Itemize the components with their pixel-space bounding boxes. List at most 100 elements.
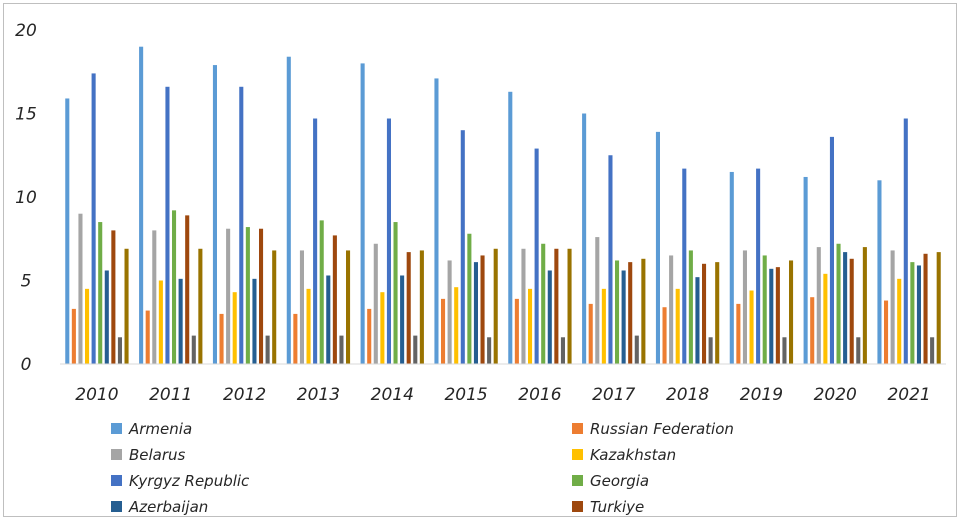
bar-russian-federation-2021 (884, 300, 889, 364)
bar-turkiye-2011 (185, 215, 190, 364)
bar-kazakhstan-2020 (823, 273, 828, 364)
bar-series-9-2019 (782, 337, 787, 364)
bar-kyrgyz-republic-2019 (756, 168, 761, 364)
bar-azerbaijan-2017 (621, 270, 626, 364)
bar-azerbaijan-2015 (473, 262, 478, 364)
bar-azerbaijan-2018 (695, 277, 700, 364)
bar-azerbaijan-2021 (916, 265, 921, 364)
y-tick-label: 15 (15, 105, 37, 125)
bar-kyrgyz-republic-2018 (682, 168, 687, 364)
y-tick-label: 5 (21, 272, 32, 292)
bar-series-9-2014 (413, 335, 418, 364)
bar-russian-federation-2019 (736, 303, 741, 364)
x-tick-label: 2010 (75, 385, 118, 405)
bar-series-9-2015 (487, 337, 492, 364)
bar-belarus-2015 (447, 260, 452, 364)
bar-kazakhstan-2013 (306, 288, 311, 364)
bar-series-9-2020 (856, 337, 861, 364)
bar-russian-federation-2013 (293, 313, 298, 364)
bar-azerbaijan-2016 (547, 270, 552, 364)
bar-armenia-2020 (803, 176, 808, 364)
bar-georgia-2016 (541, 243, 546, 364)
bar-belarus-2011 (152, 230, 157, 364)
bar-series-10-2011 (198, 248, 203, 364)
bar-georgia-2017 (615, 260, 620, 364)
bar-armenia-2010 (65, 98, 70, 364)
bar-turkiye-2018 (702, 263, 707, 364)
bar-turkiye-2020 (849, 258, 854, 364)
bar-kazakhstan-2018 (675, 288, 680, 364)
bar-kyrgyz-republic-2014 (386, 118, 391, 364)
bar-azerbaijan-2012 (252, 278, 257, 364)
legend-label-kazakhstan: Kazakhstan (590, 446, 676, 464)
bar-turkiye-2014 (406, 252, 411, 364)
y-tick-label: 0 (21, 355, 32, 375)
bar-russian-federation-2016 (514, 298, 519, 364)
bar-azerbaijan-2019 (769, 268, 774, 364)
bar-russian-federation-2011 (145, 310, 150, 364)
bar-kyrgyz-republic-2021 (903, 118, 908, 364)
bar-belarus-2018 (669, 255, 674, 364)
legend-label-georgia: Georgia (590, 472, 649, 490)
bar-series-10-2020 (862, 247, 867, 364)
bar-series-10-2018 (715, 262, 720, 364)
legend: Armenia Russian Federation Belarus Kazakhst… (111, 420, 734, 516)
y-tick-label: 20 (15, 21, 37, 41)
bar-russian-federation-2018 (662, 307, 667, 364)
x-tick-label: 2015 (444, 385, 487, 405)
bar-kazakhstan-2016 (528, 288, 533, 364)
bar-armenia-2011 (139, 46, 144, 364)
bar-belarus-2019 (742, 250, 747, 364)
bar-belarus-2010 (78, 213, 83, 364)
bar-kyrgyz-republic-2017 (608, 155, 613, 364)
x-tick-label: 2011 (149, 385, 192, 405)
bar-azerbaijan-2014 (400, 275, 405, 364)
bar-kazakhstan-2010 (85, 288, 90, 364)
x-axis-ticks: 2010 2011 2012 2013 2014 2015 2016 2017 2018 2019… (75, 385, 930, 405)
legend-label-kyrgyz-republic: Kyrgyz Republic (129, 472, 250, 490)
bar-turkiye-2017 (628, 262, 633, 364)
bar-georgia-2020 (836, 243, 841, 364)
bar-series-9-2017 (634, 335, 639, 364)
bar-series-10-2019 (789, 260, 794, 364)
bar-series-9-2012 (265, 335, 270, 364)
bar-series-9-2016 (560, 337, 565, 364)
bar-armenia-2017 (582, 113, 587, 364)
bar-series-9-2021 (930, 337, 935, 364)
legend-label-belarus: Belarus (129, 446, 186, 464)
bar-georgia-2012 (245, 227, 250, 364)
y-axis-ticks: 0 5 10 15 20 (15, 21, 37, 375)
bar-georgia-2018 (688, 250, 693, 364)
bar-kyrgyz-republic-2010 (91, 73, 96, 365)
legend-label-armenia: Armenia (128, 420, 192, 438)
bar-turkiye-2015 (480, 255, 485, 364)
legend-label-turkiye: Turkiye (590, 498, 644, 516)
legend-label-russian-federation: Russian Federation (590, 420, 734, 438)
bar-azerbaijan-2020 (843, 252, 848, 364)
bar-series-10-2014 (419, 250, 424, 364)
x-tick-label: 2016 (518, 385, 561, 405)
bar-armenia-2021 (877, 180, 882, 364)
bar-turkiye-2021 (923, 253, 928, 364)
bar-georgia-2011 (172, 210, 177, 364)
legend-swatch-russian-federation (572, 423, 583, 434)
x-tick-label: 2018 (666, 385, 709, 405)
bar-series-10-2017 (641, 258, 646, 364)
bar-georgia-2021 (910, 262, 915, 364)
bar-turkiye-2010 (111, 230, 116, 364)
bar-series-10-2010 (124, 248, 129, 364)
bar-series-10-2015 (493, 248, 498, 364)
x-tick-label: 2017 (592, 385, 635, 405)
bar-series-10-2012 (272, 250, 277, 364)
bar-georgia-2010 (98, 222, 103, 364)
bar-armenia-2014 (360, 63, 365, 365)
bar-kyrgyz-republic-2013 (313, 118, 318, 364)
bar-kazakhstan-2014 (380, 292, 385, 364)
legend-swatch-belarus (111, 449, 122, 460)
bar-georgia-2019 (762, 255, 767, 364)
legend-swatch-azerbaijan (111, 501, 122, 512)
bar-russian-federation-2017 (588, 303, 593, 364)
bar-armenia-2018 (655, 131, 660, 364)
bar-series-10-2016 (567, 248, 572, 364)
